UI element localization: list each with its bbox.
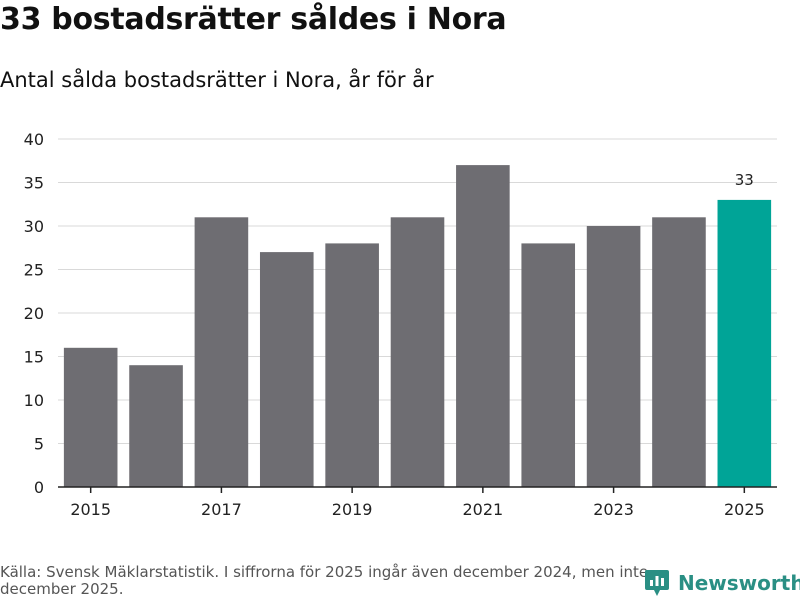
bar-2024: [652, 217, 706, 488]
y-tick-label: 10: [24, 391, 44, 410]
bar-2021: [456, 165, 510, 487]
bar-2018: [259, 252, 314, 487]
x-tick-label: 2017: [201, 500, 242, 519]
y-tick-label: 40: [24, 130, 44, 149]
chart-title: 33 bostadsrätter såldes i Nora: [0, 2, 507, 37]
x-tick-label: 2025: [724, 500, 765, 519]
data-label-2025: 33: [735, 171, 754, 189]
bar-2020: [390, 217, 445, 488]
x-tick-label: 2021: [463, 500, 504, 519]
chart-subtitle: Antal sålda bostadsrätter i Nora, år för…: [0, 68, 434, 92]
x-tick-label: 2015: [70, 500, 111, 519]
bar-2022: [521, 243, 576, 487]
bar-2023: [586, 226, 641, 487]
newsworthy-logo-icon: [645, 570, 669, 596]
bar-2017: [194, 217, 249, 488]
bar-2019: [325, 243, 379, 487]
y-tick-label: 20: [24, 304, 44, 323]
y-tick-label: 25: [24, 261, 44, 280]
y-tick-label: 15: [24, 348, 44, 367]
bar-2025: [717, 199, 772, 487]
newsworthy-logo-text: Newsworthy: [678, 571, 800, 595]
source-note: Källa: Svensk Mäklarstatistik. I siffror…: [0, 563, 649, 598]
bar-2015: [63, 347, 118, 487]
y-tick-label: 35: [24, 174, 44, 193]
bar-2016: [129, 365, 183, 487]
y-tick-label: 30: [24, 217, 44, 236]
x-tick-label: 2023: [593, 500, 634, 519]
y-tick-label: 5: [34, 435, 44, 454]
newsworthy-logo: Newsworthy: [644, 568, 800, 598]
y-tick-label: 0: [34, 478, 44, 497]
x-tick-label: 2019: [332, 500, 373, 519]
